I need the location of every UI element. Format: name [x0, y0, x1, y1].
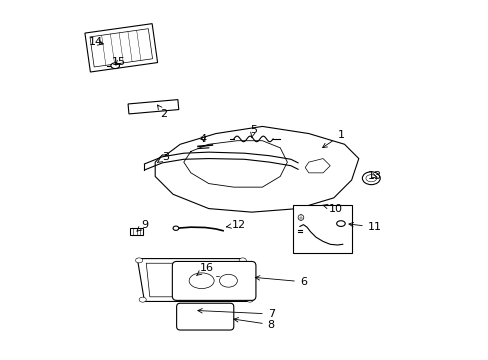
Ellipse shape: [173, 226, 179, 230]
Text: 6: 6: [255, 276, 306, 287]
Ellipse shape: [362, 172, 380, 185]
Ellipse shape: [336, 221, 345, 226]
Text: 1: 1: [322, 130, 344, 148]
Ellipse shape: [239, 258, 246, 263]
Text: 8: 8: [233, 318, 274, 330]
Ellipse shape: [139, 297, 146, 302]
Text: 12: 12: [226, 220, 245, 230]
Bar: [130, 228, 142, 235]
Text: 5: 5: [249, 125, 256, 138]
Ellipse shape: [184, 307, 194, 314]
Text: 4: 4: [200, 134, 206, 144]
Ellipse shape: [189, 273, 214, 289]
Ellipse shape: [246, 297, 253, 302]
Ellipse shape: [135, 258, 142, 263]
FancyBboxPatch shape: [176, 303, 233, 330]
Text: 11: 11: [348, 222, 381, 232]
Ellipse shape: [298, 215, 303, 220]
Text: 2: 2: [157, 105, 167, 119]
Text: 10: 10: [322, 203, 342, 213]
Text: 13: 13: [367, 171, 381, 181]
Text: 7: 7: [198, 309, 274, 319]
Text: 3: 3: [157, 152, 169, 163]
Text: 15: 15: [111, 57, 125, 67]
Ellipse shape: [219, 274, 237, 287]
Bar: [292, 205, 351, 253]
Ellipse shape: [365, 175, 376, 182]
Text: 16: 16: [197, 262, 213, 275]
Text: 14: 14: [89, 37, 103, 48]
Ellipse shape: [111, 63, 119, 68]
FancyBboxPatch shape: [172, 261, 255, 300]
Text: 9: 9: [137, 220, 148, 231]
